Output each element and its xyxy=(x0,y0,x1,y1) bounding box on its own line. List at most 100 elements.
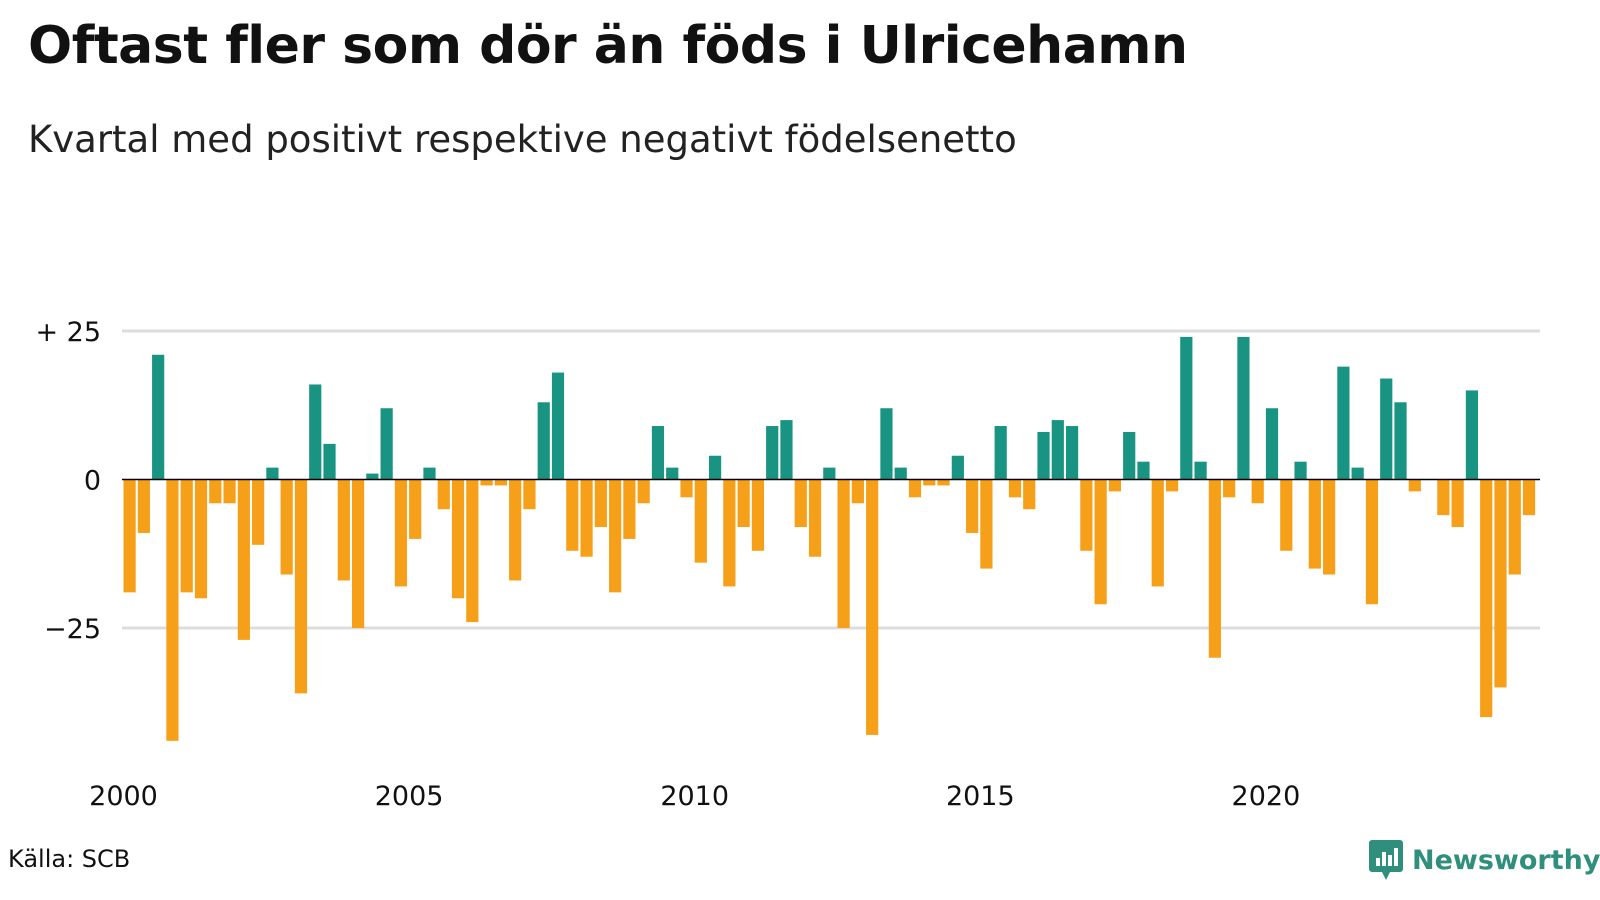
bar-negative xyxy=(280,479,293,575)
bar-positive xyxy=(1194,461,1207,480)
bar-negative xyxy=(808,479,822,557)
bar-negative xyxy=(737,479,750,528)
bar-negative xyxy=(1251,479,1264,504)
bar-positive xyxy=(1137,461,1150,480)
bar-negative xyxy=(252,479,265,545)
bar-positive xyxy=(1394,402,1407,480)
bar-positive xyxy=(1380,378,1393,480)
bar-negative xyxy=(680,479,693,498)
bar-negative xyxy=(509,479,522,581)
bar-negative xyxy=(966,479,979,533)
bar-positive xyxy=(708,455,722,480)
bar-negative xyxy=(623,479,636,539)
bar-negative xyxy=(908,479,922,498)
bar-negative xyxy=(1151,479,1164,587)
bar-positive xyxy=(1337,366,1350,480)
bar-negative xyxy=(409,479,422,539)
bar-negative xyxy=(1437,479,1450,516)
bar-positive xyxy=(1351,467,1364,480)
bar-negative xyxy=(1008,479,1022,498)
bar-positive xyxy=(323,443,336,480)
bar-positive xyxy=(894,467,907,480)
bar-positive xyxy=(1037,431,1050,480)
bar-negative xyxy=(137,479,150,533)
bar-positive xyxy=(1465,390,1479,480)
bar-positive xyxy=(666,467,679,480)
bar-negative xyxy=(851,479,864,504)
bar-negative xyxy=(466,479,479,623)
x-axis-ticks: 2000 2005 2010 2015 2020 xyxy=(89,781,1300,812)
bar-negative xyxy=(523,479,536,510)
bar-positive xyxy=(366,473,379,480)
bar-positive xyxy=(551,372,565,480)
bar-negative xyxy=(194,479,208,599)
bar-positive xyxy=(152,354,165,480)
bar-positive xyxy=(1265,408,1279,480)
bar-positive xyxy=(651,426,665,480)
bar-negative xyxy=(1508,479,1521,575)
bar-positive xyxy=(1065,426,1079,480)
bar-negative xyxy=(1494,479,1507,688)
bar-positive xyxy=(380,408,393,480)
bar-positive xyxy=(1123,431,1136,480)
bar-negative xyxy=(437,479,450,510)
bar-negative xyxy=(1480,479,1493,718)
bar-chart: + 25 0 −25 2000 2005 2010 2015 2020 xyxy=(35,317,1540,812)
bar-negative xyxy=(1208,479,1221,658)
bar-negative xyxy=(1308,479,1321,569)
bar-negative xyxy=(937,479,950,486)
bar-negative xyxy=(351,479,365,628)
bar-negative xyxy=(480,479,493,486)
bar-positive xyxy=(780,420,793,480)
bar-positive xyxy=(994,426,1007,480)
x-tick-label: 2005 xyxy=(375,781,444,812)
bar-negative xyxy=(1280,479,1293,551)
bar-positive xyxy=(309,384,322,480)
bar-negative xyxy=(1451,479,1464,528)
bar-positive xyxy=(1237,336,1250,480)
bar-negative xyxy=(180,479,193,593)
bar-negative xyxy=(594,479,607,528)
bar-negative xyxy=(694,479,707,563)
x-tick-label: 2020 xyxy=(1232,781,1301,812)
bar-negative xyxy=(580,479,593,557)
newsworthy-logo-icon xyxy=(1369,840,1403,880)
bar-positive xyxy=(951,455,964,480)
bar-negative xyxy=(923,479,936,486)
bar-negative xyxy=(751,479,765,551)
bar-negative xyxy=(294,479,308,694)
chart-title: Oftast fler som dör än föds i Ulricehamn xyxy=(28,16,1188,76)
bar-negative xyxy=(794,479,807,528)
bar-negative xyxy=(494,479,507,486)
y-tick-label: −25 xyxy=(44,614,101,645)
bar-negative xyxy=(1080,479,1093,551)
source-note: Källa: SCB xyxy=(8,845,131,873)
bar-negative xyxy=(166,479,179,741)
bar-negative xyxy=(1323,479,1336,575)
bar-negative xyxy=(566,479,579,551)
bar-positive xyxy=(1180,336,1193,480)
bar-positive xyxy=(537,402,550,480)
bar-negative xyxy=(123,479,136,593)
bar-negative xyxy=(980,479,993,569)
bar-negative xyxy=(609,479,622,593)
bar-negative xyxy=(451,479,465,599)
bar-negative xyxy=(837,479,850,628)
x-tick-label: 2010 xyxy=(660,781,729,812)
bar-negative xyxy=(223,479,236,504)
bars xyxy=(123,336,1536,741)
bar-positive xyxy=(823,467,836,480)
bar-negative xyxy=(1165,479,1179,492)
bar-negative xyxy=(1522,479,1536,516)
y-tick-label: + 25 xyxy=(35,317,101,348)
bar-negative xyxy=(394,479,408,587)
bar-positive xyxy=(1294,461,1307,480)
bar-negative xyxy=(337,479,350,581)
bar-positive xyxy=(266,467,279,480)
bar-negative xyxy=(1023,479,1036,510)
bar-negative xyxy=(1408,479,1421,492)
bar-negative xyxy=(1094,479,1107,605)
x-tick-label: 2015 xyxy=(946,781,1015,812)
x-tick-label: 2000 xyxy=(89,781,158,812)
bar-negative xyxy=(209,479,222,504)
